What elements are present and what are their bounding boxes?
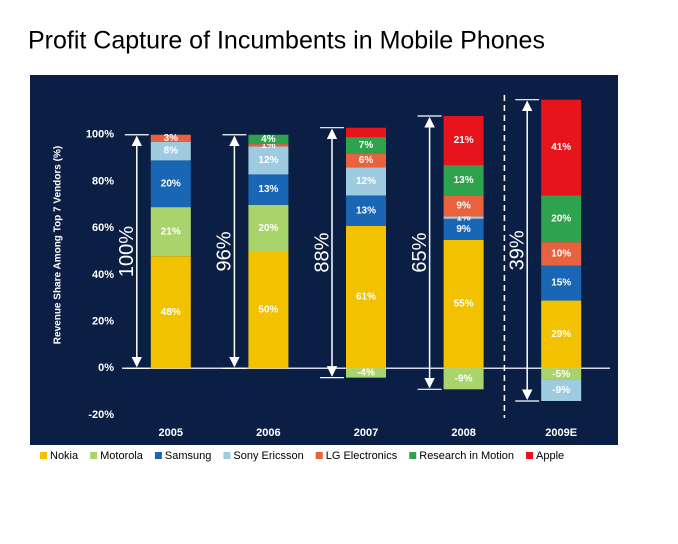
bar-segment: [346, 153, 386, 168]
x-tick-label: 2006: [256, 427, 280, 439]
bar-segment: [541, 242, 582, 266]
y-tick-label: -20%: [88, 409, 114, 421]
data-label: 1%: [456, 212, 471, 223]
annotation: 96%: [214, 231, 236, 271]
data-label: 55%: [454, 299, 474, 310]
data-label: 61%: [356, 292, 376, 303]
x-tick-label: 2009E: [545, 427, 577, 439]
legend-swatch: [90, 452, 98, 459]
y-tick-label: 20%: [92, 315, 114, 327]
bar-segment: [541, 195, 582, 243]
bar-segment: [346, 225, 386, 369]
bar-segment: [443, 165, 484, 196]
data-label: 20%: [161, 178, 181, 189]
annotation: 100%: [116, 226, 138, 277]
data-label: 8%: [164, 146, 179, 157]
x-tick-label: 2005: [159, 427, 183, 439]
y-axis-label: Revenue Share Among Top 7 Vendors (%): [53, 146, 64, 344]
slide-title: Profit Capture of Incumbents in Mobile P…: [28, 27, 545, 55]
y-tick-label: 60%: [92, 222, 114, 234]
bar-segment: [248, 144, 289, 147]
legend-swatch: [315, 452, 323, 459]
bar-segment: [346, 127, 386, 138]
data-label: 9%: [456, 224, 471, 235]
data-label: 12%: [258, 155, 278, 166]
bar-segment: [346, 167, 386, 196]
bar-segment: [346, 137, 386, 154]
x-tick-label: 2007: [354, 427, 378, 439]
data-label: -9%: [455, 373, 473, 384]
data-label: 13%: [454, 175, 474, 186]
data-label: 13%: [258, 184, 278, 195]
bar-segment: [346, 195, 386, 226]
annotation: 65%: [409, 232, 431, 272]
data-label: 4%: [261, 134, 276, 145]
bar-segment: [150, 134, 191, 142]
legend-strip: [30, 445, 618, 468]
legend-label: LG Electronics: [326, 450, 398, 462]
data-label: -9%: [552, 385, 570, 396]
legend-swatch: [223, 452, 231, 459]
data-label: 20%: [551, 213, 571, 224]
data-label: 13%: [356, 205, 376, 216]
bar-segment: [541, 368, 582, 380]
bar-segment: [443, 218, 484, 240]
bar-segment: [248, 251, 289, 369]
data-label: 6%: [359, 155, 374, 166]
data-label: 21%: [161, 226, 181, 237]
legend-swatch: [154, 452, 162, 459]
data-label: 12%: [356, 176, 376, 187]
bar-segment: [443, 368, 484, 390]
annotation: 88%: [311, 232, 333, 272]
legend-label: Nokia: [50, 450, 79, 462]
legend-label: Samsung: [165, 450, 211, 462]
bar-segment: [541, 300, 582, 369]
data-label: 21%: [454, 135, 474, 146]
x-tick-label: 2008: [451, 427, 475, 439]
data-label: -4%: [357, 368, 375, 379]
data-label: 20%: [258, 223, 278, 234]
bar-segment: [443, 195, 484, 217]
bar-segment: [248, 134, 289, 145]
annotation: 39%: [506, 230, 528, 270]
data-label: 50%: [258, 305, 278, 316]
bar-segment: [150, 207, 191, 257]
y-tick-label: 0%: [98, 362, 114, 374]
y-tick-label: 80%: [92, 175, 114, 187]
bar-segment: [346, 368, 386, 378]
bar-segment: [248, 146, 289, 175]
data-label: 3%: [164, 133, 179, 144]
bar-segment: [248, 174, 289, 205]
bar-segment: [443, 239, 484, 369]
bar-segment: [443, 116, 484, 166]
legend-swatch: [40, 452, 47, 459]
data-label: 9%: [456, 201, 471, 212]
bar-segment: [150, 256, 191, 369]
bar-segment: [443, 216, 484, 219]
data-label: -5%: [552, 369, 570, 380]
data-label: 41%: [551, 142, 571, 153]
legend-swatch: [526, 452, 534, 459]
data-label: 7%: [359, 140, 374, 151]
legend-label: Sony Ericsson: [233, 450, 303, 462]
data-label: 29%: [551, 329, 571, 340]
y-tick-label: 40%: [92, 269, 114, 281]
legend-label: Apple: [536, 450, 564, 462]
bar-segment: [150, 160, 191, 208]
bar-segment: [541, 379, 582, 401]
data-label: 1%: [261, 140, 276, 151]
data-label: 48%: [161, 307, 181, 318]
bar-segment: [150, 141, 191, 161]
legend-swatch: [409, 452, 417, 459]
y-tick-label: 100%: [86, 129, 114, 141]
legend-label: Motorola: [100, 450, 144, 462]
bar-segment: [541, 265, 582, 301]
data-label: 15%: [551, 278, 571, 289]
chart-panel: [30, 75, 618, 468]
legend-label: Research in Motion: [419, 450, 514, 462]
bar-segment: [248, 204, 289, 252]
bar-segment: [541, 99, 582, 196]
data-label: 10%: [551, 248, 571, 259]
